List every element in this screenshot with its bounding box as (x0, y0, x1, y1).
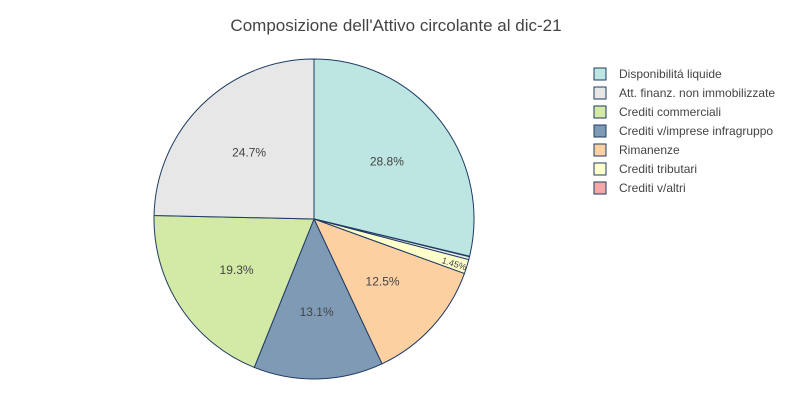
legend-swatch (593, 105, 607, 119)
legend-label: Crediti tributari (619, 162, 697, 176)
legend-label: Rimanenze (619, 143, 680, 157)
pie-slice-disponibilit-liquide (313, 58, 475, 257)
legend-swatch (593, 143, 607, 157)
chart-title: Composizione dell'Attivo circolante al d… (230, 16, 561, 35)
slice-label: 13.1% (300, 305, 334, 319)
legend-label: Att. finanz. non immobilizzate (619, 86, 775, 100)
legend-swatch (593, 162, 607, 176)
slice-label: 19.3% (220, 263, 254, 277)
legend-item[interactable]: Rimanenze (593, 143, 680, 157)
pie-slices (153, 58, 475, 380)
pie-slice-att-finanz-non-immobilizzate (153, 58, 315, 220)
legend-item[interactable]: Crediti v/altri (593, 181, 686, 195)
pie-slice-rimanenze (313, 218, 466, 365)
legend-item[interactable]: Att. finanz. non immobilizzate (593, 86, 775, 100)
legend-swatch (593, 124, 607, 138)
legend-label: Crediti v/imprese infragruppo (619, 124, 773, 138)
legend-item[interactable]: Crediti v/imprese infragruppo (593, 124, 773, 138)
legend-item[interactable]: Crediti commerciali (593, 105, 721, 119)
legend-swatch (593, 86, 607, 100)
legend-swatch (593, 181, 607, 195)
slice-label: 24.7% (232, 146, 266, 160)
slice-label: 12.5% (366, 275, 400, 289)
legend-label: Crediti v/altri (619, 181, 686, 195)
slice-label: 28.8% (370, 155, 404, 169)
legend-label: Disponibilitá liquide (619, 67, 722, 81)
legend-item[interactable]: Crediti tributari (593, 162, 697, 176)
legend-item[interactable]: Disponibilitá liquide (593, 67, 722, 81)
legend: Disponibilitá liquide Att. finanz. non im… (593, 67, 775, 195)
legend-swatch (593, 67, 607, 81)
pie-slice-crediti-v-imprese-infragruppo (253, 217, 383, 380)
pie-slice-crediti-commerciali (153, 214, 315, 369)
legend-label: Crediti commerciali (619, 105, 721, 119)
